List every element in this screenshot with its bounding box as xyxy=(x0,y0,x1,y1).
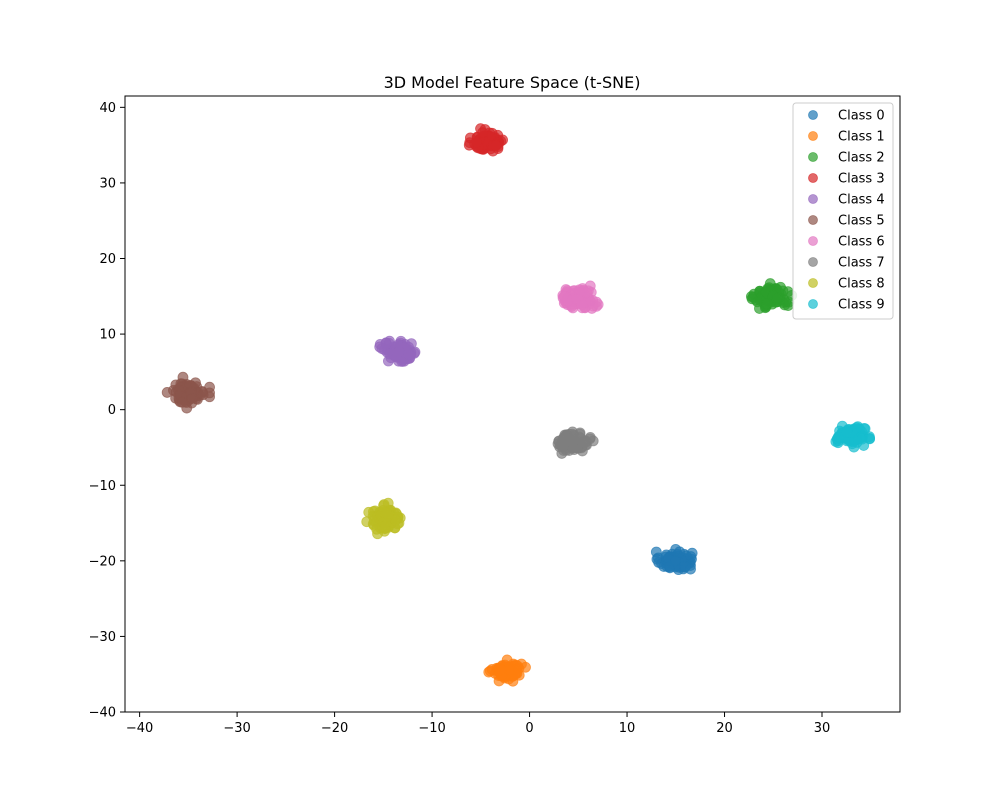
y-tick-label: 40 xyxy=(99,101,116,116)
data-point xyxy=(576,299,588,311)
data-point xyxy=(841,426,853,438)
series-class-0 xyxy=(650,543,698,576)
data-point xyxy=(584,432,596,443)
x-tick-label: 30 xyxy=(814,721,831,736)
legend-marker xyxy=(808,299,818,309)
legend-label: Class 1 xyxy=(838,130,885,145)
data-point xyxy=(563,433,574,445)
data-point xyxy=(685,563,696,575)
data-point xyxy=(495,664,507,676)
series-class-4 xyxy=(374,335,421,367)
data-point xyxy=(557,440,569,452)
data-point xyxy=(670,555,681,567)
data-point xyxy=(761,298,773,310)
points-layer xyxy=(161,123,876,687)
data-point xyxy=(471,136,483,148)
data-point xyxy=(483,666,495,678)
legend-marker xyxy=(808,152,818,162)
chart-title: 3D Model Feature Space (t-SNE) xyxy=(384,73,641,92)
data-point xyxy=(771,292,783,304)
x-tick-label: 10 xyxy=(619,721,636,736)
series-class-7 xyxy=(552,426,599,459)
legend-marker xyxy=(808,278,818,288)
y-tick-label: −10 xyxy=(89,479,116,494)
legend-label: Class 5 xyxy=(838,214,885,229)
x-tick-label: −20 xyxy=(321,721,348,736)
plot-frame xyxy=(124,95,901,713)
data-point xyxy=(752,296,763,308)
legend-label: Class 8 xyxy=(838,277,885,292)
data-point xyxy=(674,546,685,558)
legend-box xyxy=(792,102,894,320)
y-axis: −40 −30 −20 −10 0 10 20 30 40 xyxy=(89,101,125,721)
x-axis: −40 −30 −20 −10 0 10 20 30 xyxy=(126,712,830,736)
legend-label: Class 6 xyxy=(838,235,885,250)
x-tick-label: 0 xyxy=(525,721,533,736)
x-tick-label: −30 xyxy=(223,721,250,736)
legend-label: Class 3 xyxy=(838,172,885,187)
series-class-2 xyxy=(745,278,798,314)
data-point xyxy=(380,337,392,349)
data-point xyxy=(186,393,198,405)
series-class-5 xyxy=(161,371,215,414)
x-tick-label: −40 xyxy=(126,721,153,736)
y-tick-label: −40 xyxy=(89,706,116,721)
data-point xyxy=(363,506,375,518)
legend-label: Class 0 xyxy=(838,109,885,124)
data-point xyxy=(176,396,188,408)
x-tick-label: −10 xyxy=(418,721,445,736)
data-point xyxy=(575,432,587,444)
legend: Class 0 Class 1 Class 2 Class 3 Class 4 Class… xyxy=(792,102,894,320)
data-point xyxy=(856,433,868,445)
data-point xyxy=(477,127,489,138)
legend-marker xyxy=(808,236,818,246)
data-point xyxy=(190,377,201,389)
data-point xyxy=(651,553,663,565)
legend-marker xyxy=(808,215,818,225)
y-tick-label: −20 xyxy=(89,554,116,569)
legend-marker xyxy=(808,173,818,183)
legend-label: Class 4 xyxy=(838,193,885,208)
y-tick-label: 10 xyxy=(99,328,116,343)
y-tick-label: 0 xyxy=(108,403,116,418)
legend-label: Class 7 xyxy=(838,256,885,271)
data-point xyxy=(197,389,209,401)
data-point xyxy=(380,507,392,519)
data-point xyxy=(393,346,405,358)
data-point xyxy=(490,140,502,152)
legend-marker xyxy=(808,257,818,267)
legend-marker xyxy=(808,131,818,141)
series-class-9 xyxy=(830,420,876,453)
legend-label: Class 9 xyxy=(838,298,885,313)
legend-marker xyxy=(808,110,818,120)
series-class-3 xyxy=(463,123,509,157)
series-class-8 xyxy=(361,497,406,540)
series-class-1 xyxy=(483,654,531,687)
y-tick-label: 30 xyxy=(99,176,116,191)
data-point xyxy=(782,286,794,298)
y-tick-label: −30 xyxy=(89,630,116,645)
legend-label: Class 2 xyxy=(838,151,885,166)
data-point xyxy=(567,442,579,454)
x-tick-label: 20 xyxy=(716,721,733,736)
legend-marker xyxy=(808,194,818,204)
series-class-6 xyxy=(557,280,604,314)
y-tick-label: 20 xyxy=(99,252,116,267)
data-point xyxy=(379,523,391,535)
data-point xyxy=(557,290,569,301)
